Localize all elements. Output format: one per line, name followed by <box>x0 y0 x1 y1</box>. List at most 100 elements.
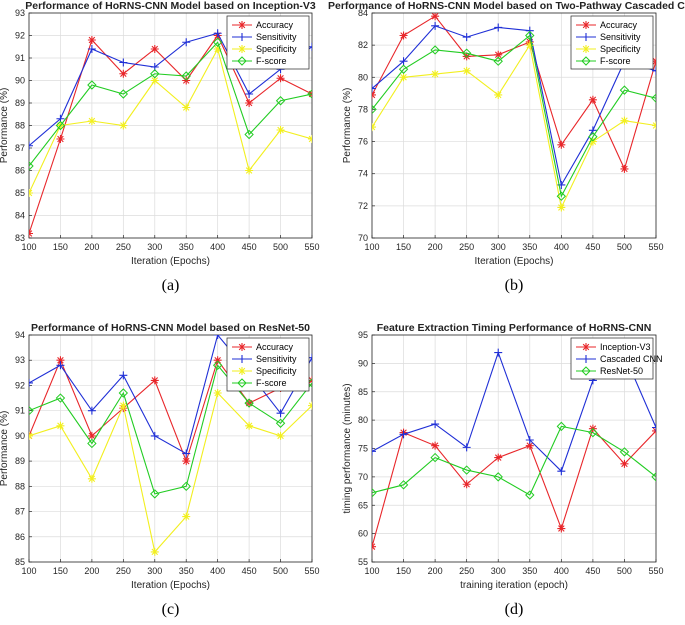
chart-c-series-accuracy-point <box>56 356 65 365</box>
chart-b-xtick-label: 400 <box>554 242 569 252</box>
chart-b-ytick-label: 72 <box>358 201 368 211</box>
chart-d-xtick-label: 500 <box>617 566 632 576</box>
chart-c-ytick-label: 94 <box>15 330 25 340</box>
chart-c-axes-box <box>28 334 313 563</box>
chart-c-series-sensitivity-point <box>150 431 159 440</box>
chart-b-series-specificity-point <box>557 203 566 212</box>
chart-a-series-accuracy-point <box>119 69 128 78</box>
chart-c-series-specificity-point <box>308 401 312 410</box>
chart-c-legend-marker <box>238 343 246 351</box>
chart-d-series-inception-v3-point <box>620 459 629 468</box>
chart-d-series-resnet-50-point <box>556 421 567 432</box>
chart-c-series-f-score-point <box>55 393 66 403</box>
chart-a-xtick-label: 100 <box>21 242 36 252</box>
chart-c-title: Performance of HoRNS-CNN Model based on … <box>31 322 310 334</box>
chart-c-series-sensitivity-line <box>29 335 312 455</box>
chart-a-series-specificity-line <box>29 47 312 194</box>
chart-c-legend-marker <box>237 378 247 388</box>
chart-c-series-sensitivity-point <box>119 371 128 380</box>
chart-b-series-sensitivity-point <box>399 57 408 66</box>
chart-a-series-sensitivity-point <box>87 45 96 53</box>
chart-b-xtick-label: 250 <box>459 242 474 252</box>
chart-a-ytick-label: 91 <box>15 53 25 63</box>
chart-a-series-accuracy-point <box>245 99 254 107</box>
chart-b-ytick-label: 80 <box>358 72 368 82</box>
chart-a-ytick-label: 85 <box>15 188 25 198</box>
chart-c-ytick-label: 86 <box>15 532 25 542</box>
chart-a-legend-label: F-score <box>256 56 287 66</box>
chart-c-legend: Accuracy Sensitivity Specificity F-score <box>226 337 310 392</box>
chart-b-series-f-score-point <box>398 64 409 74</box>
chart-b-series-f-score-point <box>651 93 656 103</box>
chart-a-series-specificity-point <box>182 103 191 112</box>
chart-d-series-resnet-50-point <box>430 452 440 463</box>
chart-d-ytick-label: 70 <box>358 472 368 482</box>
chart-d-ytick-label: 65 <box>358 500 368 510</box>
chart-d-series-cascaded-cnn-point <box>399 430 408 439</box>
chart-b-series-specificity-line <box>372 43 656 210</box>
chart-b-series-sensitivity-point <box>372 84 376 93</box>
chart-a-ytick-label: 92 <box>15 31 25 41</box>
chart-b-series-f-score-point <box>556 191 567 201</box>
chart-c-series-specificity-point <box>213 389 222 398</box>
chart-c-series-f-score-point <box>181 481 191 492</box>
chart-b-xtick-label: 350 <box>522 242 537 252</box>
chart-a-series-specificity-point <box>308 135 312 143</box>
chart-b-xtick-label: 450 <box>585 242 600 252</box>
chart-d-series-inception-v3-point <box>462 480 471 489</box>
chart-c-panel-label: (c) <box>162 601 180 618</box>
chart-d-series-cascaded-cnn-point <box>494 348 503 357</box>
chart-c-series-f-score-point <box>29 405 34 416</box>
chart-c-ytick-label: 93 <box>15 355 25 365</box>
chart-b-ytick-label: 74 <box>358 169 368 179</box>
chart-c-legend-marker <box>238 355 246 363</box>
chart-d-legend: Inception-V3 Cascaded CNN ResNet-50 <box>570 337 663 380</box>
chart-d-series-resnet-50-point <box>619 447 630 457</box>
chart-d-series-resnet-50-line <box>372 425 656 496</box>
chart-c-xtick-label: 250 <box>116 566 131 576</box>
chart-c-xtick-label: 350 <box>179 566 194 576</box>
chart-c-ytick-label: 92 <box>15 380 25 390</box>
chart-c-series-f-score-point <box>87 438 97 449</box>
chart-c-series-sensitivity-point <box>56 361 65 370</box>
chart-b-series-accuracy-point <box>620 164 629 173</box>
chart-c-series-accuracy-point <box>213 356 222 365</box>
chart-a-series-accuracy-line <box>29 34 312 234</box>
chart-a-series-f-score-point <box>244 129 254 140</box>
chart-d-series-cascaded-cnn-point <box>525 435 534 444</box>
chart-a-series-accuracy-point <box>150 45 159 53</box>
chart-b-series-accuracy-point <box>462 52 471 61</box>
chart-c-ytick-label: 90 <box>15 431 25 441</box>
chart-b-series-f-score-point <box>588 132 598 142</box>
chart-c-xtick-label: 300 <box>147 566 162 576</box>
chart-d-legend-label: Cascaded CNN <box>600 354 663 364</box>
chart-c-series-specificity-point <box>87 474 96 483</box>
chart-d-series-cascaded-cnn-point <box>652 423 656 432</box>
chart-c-series-specificity-point <box>245 421 254 430</box>
chart-b-series-specificity-point <box>399 73 408 82</box>
chart-d-series-resnet-50-point <box>372 488 377 498</box>
chart-c-series-specificity-point <box>29 431 33 440</box>
chart-a-series-sensitivity-line <box>29 32 312 147</box>
chart-b-series-specificity-point <box>652 121 656 130</box>
chart-d-xtick-label: 100 <box>364 566 379 576</box>
chart-b-xtick-label: 150 <box>396 242 411 252</box>
chart-b-ytick-label: 78 <box>358 104 368 114</box>
chart-a-legend-marker <box>238 45 246 53</box>
chart-a-series-sensitivity-point <box>119 58 128 67</box>
chart-d-panel-label: (d) <box>505 601 524 618</box>
chart-d-series-cascaded-cnn-point <box>462 443 471 452</box>
chart-b-xlabel: Iteration (Epochs) <box>475 256 554 267</box>
chart-a-title: Performance of HoRNS-CNN Model based on … <box>25 0 316 12</box>
chart-c-ytick-label: 88 <box>15 481 25 491</box>
chart-a-series-accuracy-point <box>87 36 96 44</box>
chart-d-series-inception-v3-point <box>525 441 534 450</box>
chart-d-ytick-label: 75 <box>358 444 368 454</box>
chart-c-ytick-label: 87 <box>15 507 25 517</box>
chart-d-series-inception-v3-point <box>431 441 440 450</box>
chart-a-legend-marker <box>238 21 246 29</box>
chart-c-ytick-label: 89 <box>15 456 25 466</box>
chart-b-series-accuracy-point <box>431 13 440 21</box>
chart-d-xtick-label: 200 <box>428 566 443 576</box>
chart-c-ytick-label: 85 <box>15 557 25 567</box>
